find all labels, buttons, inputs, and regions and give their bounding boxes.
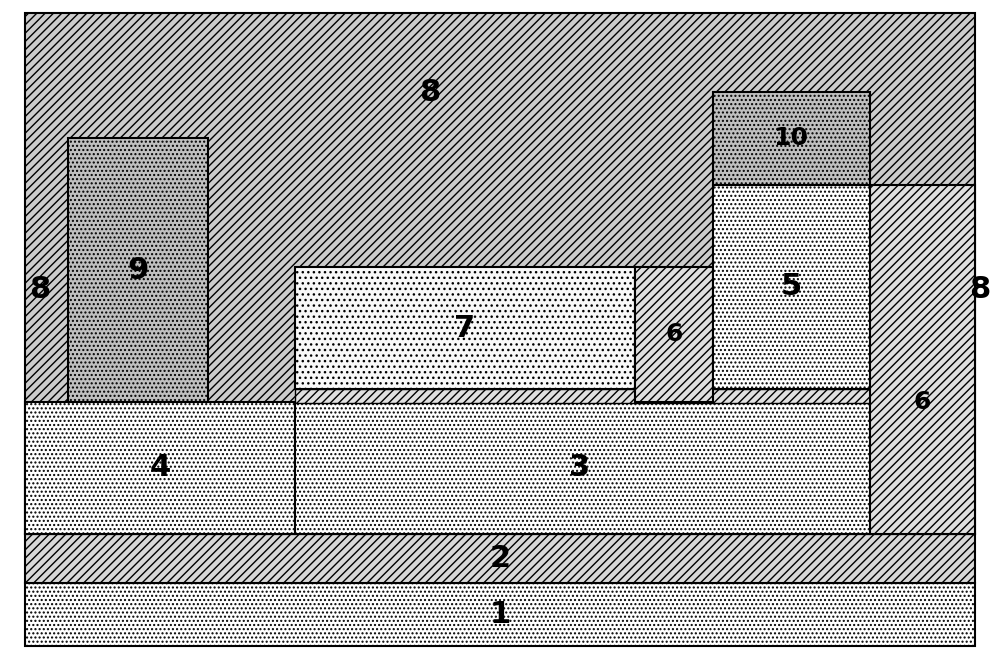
Bar — [870, 185, 975, 534]
Text: 7: 7 — [454, 314, 476, 343]
Bar — [68, 138, 208, 402]
Text: 8: 8 — [969, 275, 991, 304]
Text: 2: 2 — [489, 544, 511, 573]
Bar — [25, 402, 295, 534]
Text: 6: 6 — [665, 322, 683, 346]
Bar — [25, 13, 975, 534]
Bar — [295, 267, 635, 389]
Text: 8: 8 — [29, 275, 51, 304]
Text: 9: 9 — [127, 256, 149, 285]
Bar — [25, 583, 975, 646]
Text: 5: 5 — [780, 272, 802, 301]
Text: 6: 6 — [913, 390, 931, 414]
Bar — [295, 402, 870, 534]
Bar — [713, 92, 870, 185]
Bar — [295, 389, 870, 403]
Bar — [713, 185, 870, 389]
Text: 8: 8 — [419, 78, 441, 107]
Text: 3: 3 — [569, 453, 591, 482]
Text: 10: 10 — [774, 127, 808, 150]
Bar — [635, 267, 713, 402]
Text: 4: 4 — [149, 453, 171, 482]
Bar — [25, 534, 975, 583]
Text: 1: 1 — [489, 600, 511, 629]
